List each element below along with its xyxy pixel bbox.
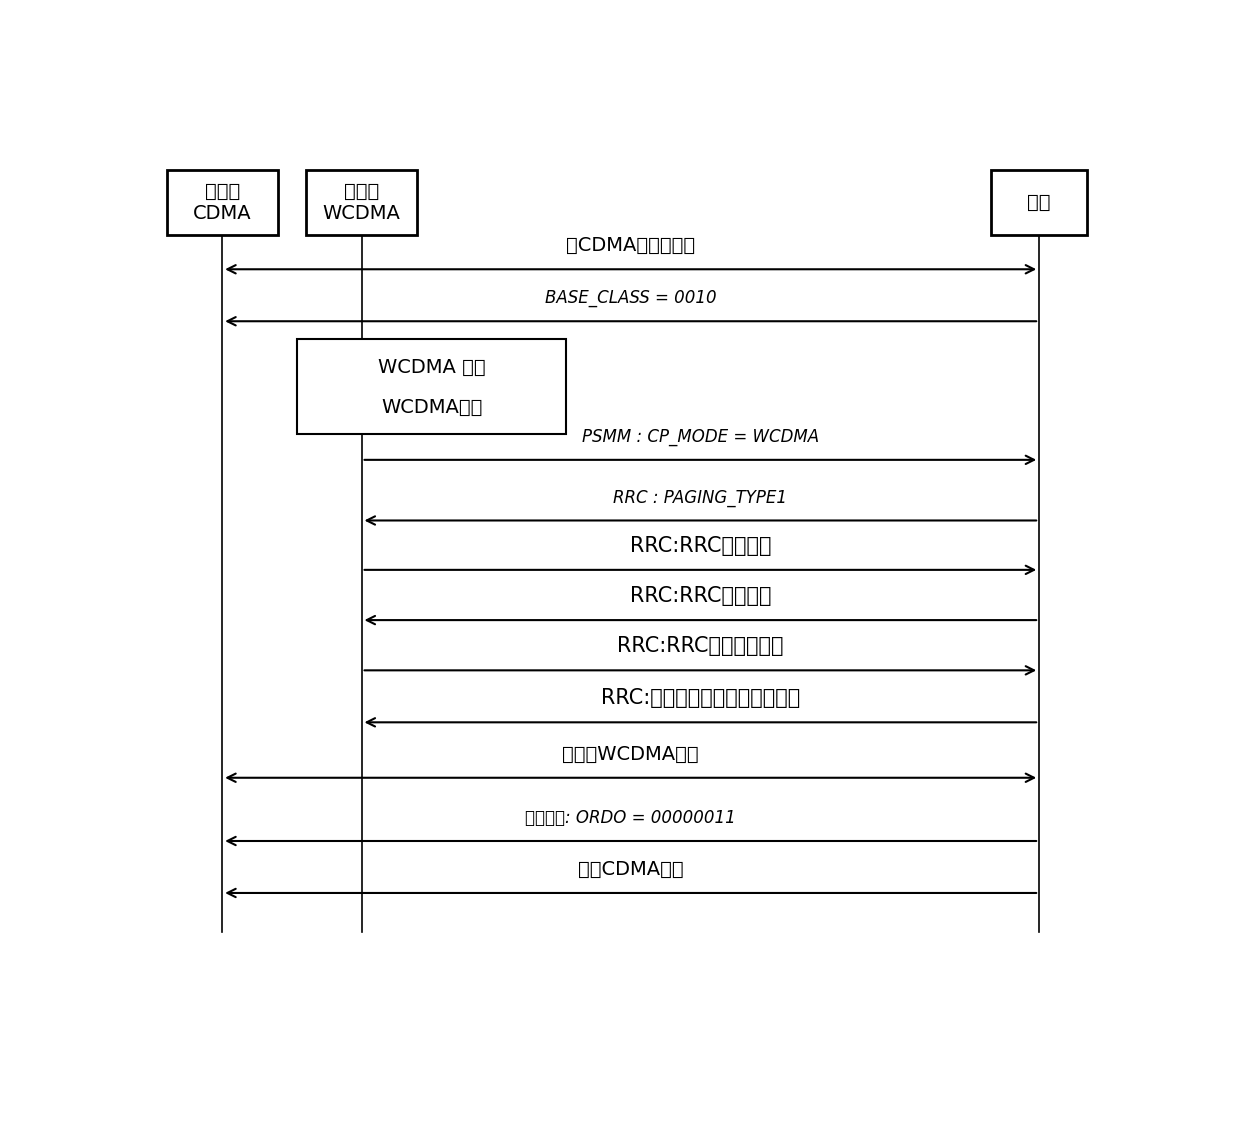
Text: 以CDMA方式通话中: 以CDMA方式通话中 <box>567 236 696 255</box>
Text: PSMM : CP_MODE = WCDMA: PSMM : CP_MODE = WCDMA <box>582 428 818 446</box>
Bar <box>167 170 278 235</box>
Text: 系统: 系统 <box>1028 192 1050 212</box>
Text: RRC:RRC连接建立: RRC:RRC连接建立 <box>630 586 771 606</box>
Text: RRC:RRC连接请求: RRC:RRC连接请求 <box>630 536 771 556</box>
Bar <box>991 170 1087 235</box>
Text: BASE_CLASS = 0010: BASE_CLASS = 0010 <box>544 289 717 307</box>
Text: 终端机
WCDMA: 终端机 WCDMA <box>322 181 401 223</box>
Text: RRC:RRC连接建立完成: RRC:RRC连接建立完成 <box>618 637 784 657</box>
Text: 开始以WCDMA通话: 开始以WCDMA通话 <box>563 745 699 764</box>
Text: WCDMA发现: WCDMA发现 <box>381 397 482 416</box>
Text: 终端机
CDMA: 终端机 CDMA <box>193 181 252 223</box>
Text: 释放指令: ORDO = 00000011: 释放指令: ORDO = 00000011 <box>526 809 737 827</box>
Text: RRC : PAGING_TYPE1: RRC : PAGING_TYPE1 <box>614 488 787 506</box>
Text: RRC:直接传送消息用户呼叫建立: RRC:直接传送消息用户呼叫建立 <box>600 688 800 709</box>
Text: 切断CDMA呼叫: 切断CDMA呼叫 <box>578 861 683 879</box>
Bar <box>298 339 567 434</box>
Text: WCDMA 搜索: WCDMA 搜索 <box>378 358 486 377</box>
Bar <box>306 170 417 235</box>
